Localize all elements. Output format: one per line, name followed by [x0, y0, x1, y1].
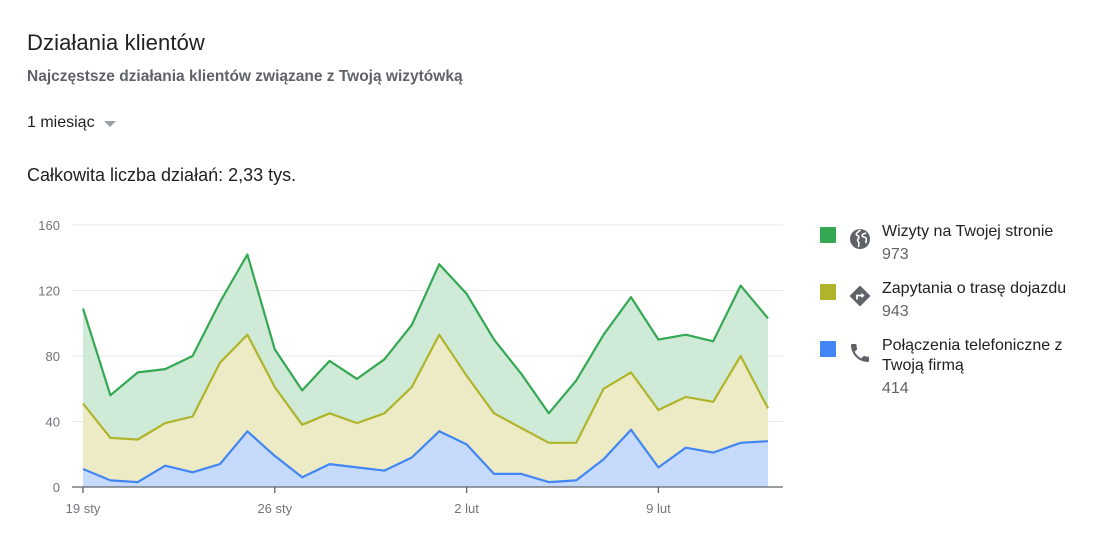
series-line [82, 428, 769, 484]
legend-item-directions[interactable]: Zapytania o trasę dojazdu 943 [820, 279, 1100, 322]
legend-item-calls[interactable]: Połączenia telefoniczne z Twoją firmą 41… [820, 336, 1100, 399]
legend-value: 943 [882, 303, 909, 320]
period-dropdown[interactable]: 1 miesiąc [27, 114, 116, 132]
card-title: Działania klientów [27, 30, 205, 55]
dropdown-caret-icon [103, 120, 116, 127]
card-subtitle: Najczęstsze działania klientów związane … [27, 68, 463, 85]
x-tick-label: 2 lut [454, 501, 479, 516]
series-area [83, 334, 768, 483]
y-tick-label: 0 [53, 480, 60, 495]
y-tick-label: 160 [38, 218, 60, 233]
series-area [83, 429, 768, 487]
x-tick-label: 26 sty [257, 501, 292, 516]
series-line [81, 253, 769, 415]
legend-swatch [820, 227, 836, 243]
phone-icon [851, 344, 869, 362]
globe-icon [850, 229, 870, 249]
y-tick-label: 80 [46, 349, 60, 364]
y-tick-label: 120 [38, 284, 60, 299]
series-line [82, 333, 769, 444]
total-actions: Całkowita liczba działań: 2,33 tys. [27, 165, 297, 185]
series-area [83, 254, 768, 443]
legend-name: Wizyty na Twojej stronie [882, 223, 1054, 240]
period-label: 1 miesiąc [27, 114, 95, 131]
legend-value: 973 [882, 246, 909, 263]
directions-icon [849, 285, 871, 307]
legend-item-website[interactable]: Wizyty na Twojej stronie 973 [820, 222, 1100, 265]
chart-legend: Wizyty na Twojej stronie 973 Zapytania o… [820, 222, 1100, 413]
legend-value: 414 [882, 380, 909, 397]
legend-swatch [820, 341, 836, 357]
actions-chart: 0 40 80 120 160 19 sty 26 sty 2 lut 9 lut [38, 218, 783, 516]
x-tick-label: 9 lut [646, 501, 671, 516]
legend-swatch [820, 284, 836, 300]
legend-name: Połączenia telefoniczne z Twoją firmą [882, 337, 1063, 374]
x-tick-label: 19 sty [66, 501, 101, 516]
legend-name: Zapytania o trasę dojazdu [882, 280, 1067, 297]
y-tick-label: 40 [46, 415, 60, 430]
